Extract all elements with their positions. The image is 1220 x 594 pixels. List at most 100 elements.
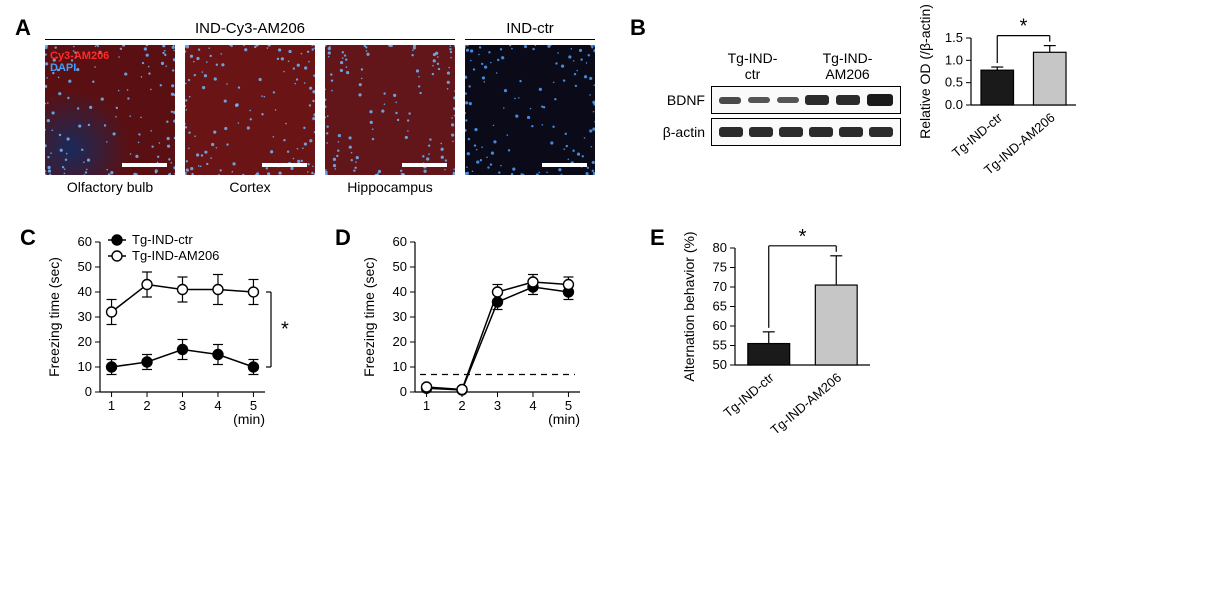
svg-text:0: 0 — [400, 384, 407, 399]
svg-text:50: 50 — [78, 259, 92, 274]
blot-band — [748, 97, 770, 103]
svg-text:80: 80 — [713, 240, 727, 255]
panel-b-bar-svg: 0.00.51.01.5Relative OD (/β-actin)Tg-IND… — [916, 20, 1086, 170]
micrograph-1 — [185, 45, 315, 175]
micrograph-label-2: Hippocampus — [325, 179, 455, 195]
blot-col1-label: Tg-IND- ctr — [708, 50, 798, 82]
group2-bracket — [465, 39, 595, 41]
blot-row-actin: β-actin — [660, 118, 901, 146]
blot-band — [869, 127, 893, 137]
svg-text:*: * — [281, 319, 289, 341]
svg-text:30: 30 — [78, 309, 92, 324]
svg-text:75: 75 — [713, 260, 727, 275]
blot-band — [805, 95, 829, 105]
bottom-row: C 010203040506012345Freezing time (sec)(… — [20, 230, 1200, 435]
scale-bar — [542, 163, 587, 167]
blot-band — [719, 97, 741, 104]
panel-b: B Tg-IND- ctr Tg-IND- AM206 BDNF β-actin… — [635, 20, 1086, 175]
svg-text:Tg-IND-AM206: Tg-IND-AM206 — [132, 248, 219, 263]
scale-bar — [262, 163, 307, 167]
top-row: A IND-Cy3-AM206 IND-ctr Cy3-AM206DAPI Ol… — [20, 20, 1200, 195]
svg-text:4: 4 — [529, 398, 536, 413]
svg-text:10: 10 — [393, 359, 407, 374]
svg-text:0: 0 — [85, 384, 92, 399]
svg-text:1: 1 — [108, 398, 115, 413]
panel-d-line-svg: 010203040506012345Freezing time (sec)(mi… — [360, 230, 610, 430]
panel-a-bottom-labels: Olfactory bulb Cortex Hippocampus — [45, 179, 605, 195]
svg-text:55: 55 — [713, 338, 727, 353]
panel-b-label: B — [630, 15, 646, 41]
figure-container: A IND-Cy3-AM206 IND-ctr Cy3-AM206DAPI Ol… — [20, 20, 1200, 435]
svg-text:0.5: 0.5 — [945, 75, 963, 90]
svg-text:20: 20 — [393, 334, 407, 349]
bar-1 — [815, 285, 857, 365]
micrograph-label-1: Cortex — [185, 179, 315, 195]
svg-text:40: 40 — [393, 284, 407, 299]
svg-text:Alternation behavior (%): Alternation behavior (%) — [681, 231, 697, 381]
group1-label: IND-Cy3-AM206 — [195, 20, 305, 37]
blot-band — [836, 95, 860, 105]
svg-text:Tg-IND-ctr: Tg-IND-ctr — [721, 369, 778, 420]
panel-e-chart: 50556065707580Alternation behavior (%)Tg… — [680, 230, 880, 435]
svg-text:*: * — [799, 226, 807, 248]
micrograph-label-3 — [465, 179, 595, 195]
blot-col-labels: Tg-IND- ctr Tg-IND- AM206 — [705, 50, 895, 82]
actin-label: β-actin — [660, 124, 705, 140]
group2-label: IND-ctr — [506, 20, 554, 37]
svg-text:2: 2 — [143, 398, 150, 413]
svg-text:65: 65 — [713, 299, 727, 314]
panel-e: E 50556065707580Alternation behavior (%)… — [650, 230, 880, 435]
svg-text:(min): (min) — [233, 411, 265, 427]
svg-text:*: * — [1020, 16, 1028, 38]
panel-a-label: A — [15, 15, 31, 41]
actin-blot — [711, 118, 901, 146]
blot-band — [719, 127, 743, 137]
bar-0 — [981, 70, 1014, 105]
panel-c: C 010203040506012345Freezing time (sec)(… — [20, 230, 295, 435]
svg-text:30: 30 — [393, 309, 407, 324]
scale-bar — [122, 163, 167, 167]
panel-c-chart: 010203040506012345Freezing time (sec)(mi… — [45, 230, 295, 435]
micrograph-2 — [325, 45, 455, 175]
svg-text:40: 40 — [78, 284, 92, 299]
panel-a: A IND-Cy3-AM206 IND-ctr Cy3-AM206DAPI Ol… — [20, 20, 605, 195]
panel-d: D 010203040506012345Freezing time (sec)(… — [335, 230, 610, 435]
blot-band — [867, 94, 893, 106]
blot-row-bdnf: BDNF — [660, 86, 901, 114]
blot-band — [809, 127, 833, 137]
panel-b-blot: Tg-IND- ctr Tg-IND- AM206 BDNF β-actin — [660, 50, 901, 150]
svg-text:1.5: 1.5 — [945, 30, 963, 45]
svg-text:70: 70 — [713, 279, 727, 294]
svg-text:Freezing time (sec): Freezing time (sec) — [361, 257, 377, 377]
svg-text:Tg-IND-AM206: Tg-IND-AM206 — [768, 370, 845, 438]
svg-text:(min): (min) — [548, 411, 580, 427]
blot-band — [779, 127, 803, 137]
panel-c-label: C — [20, 225, 36, 251]
blot-col2-label: Tg-IND- AM206 — [803, 50, 893, 82]
micrograph-legend: Cy3-AM206DAPI — [50, 50, 109, 74]
panel-c-line-svg: 010203040506012345Freezing time (sec)(mi… — [45, 230, 295, 430]
panel-d-chart: 010203040506012345Freezing time (sec)(mi… — [360, 230, 610, 435]
svg-text:3: 3 — [494, 398, 501, 413]
svg-text:0.0: 0.0 — [945, 97, 963, 112]
svg-text:60: 60 — [393, 234, 407, 249]
panel-a-images: Cy3-AM206DAPI — [45, 45, 605, 175]
micrograph-label-0: Olfactory bulb — [45, 179, 175, 195]
panel-a-group2: IND-ctr — [465, 20, 595, 41]
panel-a-group1: IND-Cy3-AM206 — [45, 20, 455, 41]
blot-band — [777, 97, 799, 103]
panel-d-label: D — [335, 225, 351, 251]
group1-bracket — [45, 39, 455, 41]
svg-text:60: 60 — [78, 234, 92, 249]
bdnf-label: BDNF — [660, 92, 705, 108]
svg-text:Relative OD (/β-actin): Relative OD (/β-actin) — [917, 4, 933, 139]
svg-text:1.0: 1.0 — [945, 52, 963, 67]
svg-text:Freezing time (sec): Freezing time (sec) — [46, 257, 62, 377]
panel-a-top-labels: IND-Cy3-AM206 IND-ctr — [45, 20, 605, 41]
svg-text:20: 20 — [78, 334, 92, 349]
panel-e-label: E — [650, 225, 665, 251]
micrograph-3 — [465, 45, 595, 175]
svg-text:50: 50 — [393, 259, 407, 274]
bar-0 — [748, 344, 790, 365]
svg-text:Tg-IND-ctr: Tg-IND-ctr — [132, 232, 193, 247]
